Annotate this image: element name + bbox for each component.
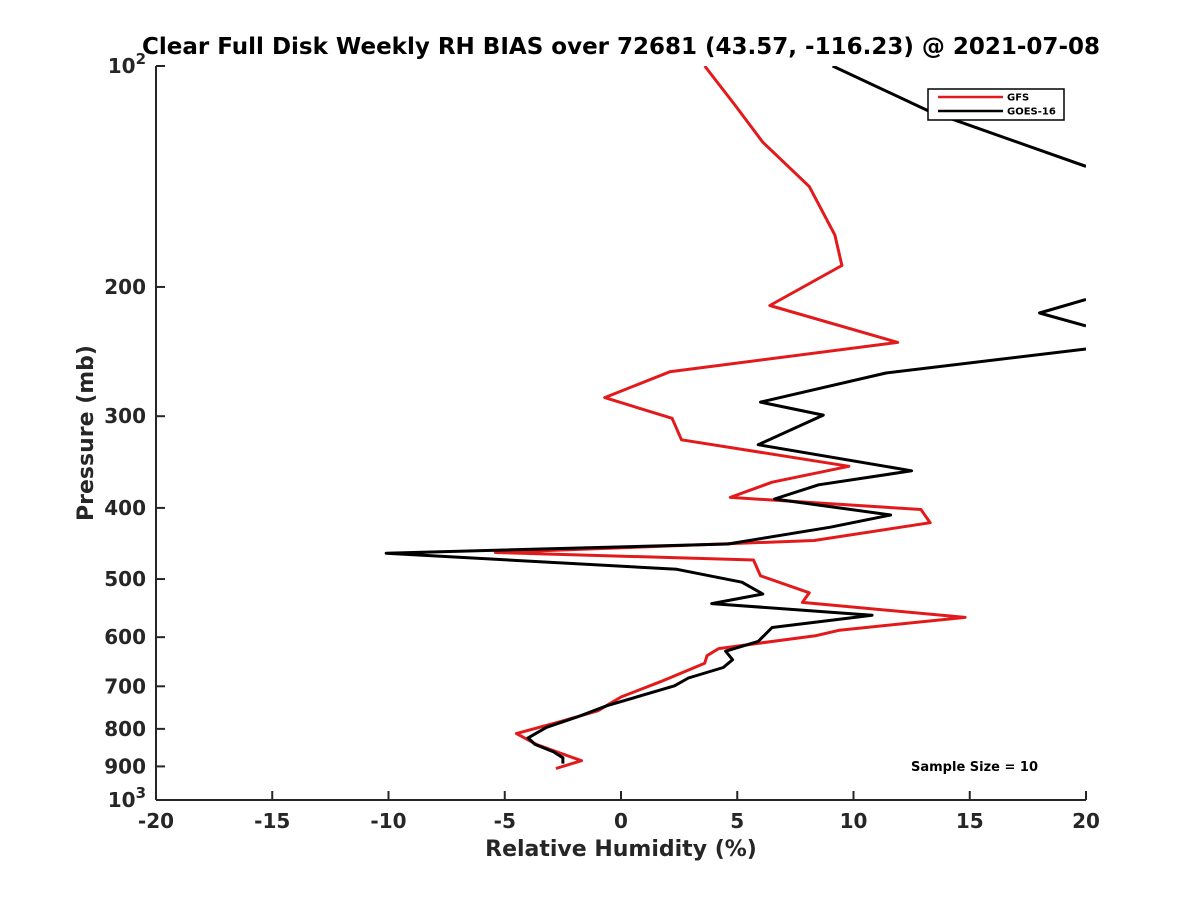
legend-label-gfs: GFS — [1007, 93, 1029, 104]
y-tick-label: 300 — [104, 404, 146, 428]
y-tick-label: 800 — [104, 717, 146, 741]
x-tick-label: 15 — [956, 809, 984, 833]
y-tick-label: 600 — [104, 625, 146, 649]
legend-box — [927, 88, 1065, 121]
y-tick-label: 700 — [104, 674, 146, 698]
y-tick-label: 103 — [108, 784, 146, 812]
x-tick-label: -20 — [138, 809, 174, 833]
chart-title: Clear Full Disk Weekly RH BIAS over 7268… — [142, 34, 1100, 60]
sample-size-annotation: Sample Size = 10 — [911, 760, 1038, 775]
x-tick-label: -5 — [494, 809, 516, 833]
tick-layer: -20 -15 -10 -5 0 5 10 15 20 102 200 300 400 500 600 700… — [104, 50, 1100, 833]
legend-label-goes-16: GOES-16 — [1007, 107, 1056, 118]
y-tick-label: 400 — [104, 496, 146, 520]
x-tick-label: 0 — [614, 809, 628, 833]
y-tick-label: 102 — [108, 50, 146, 78]
x-tick-label: -15 — [254, 809, 290, 833]
x-tick-label: 20 — [1072, 809, 1100, 833]
legend: GFS GOES-16 — [927, 88, 1065, 121]
y-tick-label: 200 — [104, 275, 146, 299]
y-tick-label: 500 — [104, 567, 146, 591]
y-tick-label: 900 — [104, 754, 146, 778]
x-tick-label: -10 — [370, 809, 406, 833]
x-tick-label: 10 — [840, 809, 868, 833]
x-axis-label: Relative Humidity (%) — [485, 837, 757, 862]
x-tick-label: 5 — [730, 809, 744, 833]
y-axis-label: Pressure (mb) — [74, 345, 99, 521]
